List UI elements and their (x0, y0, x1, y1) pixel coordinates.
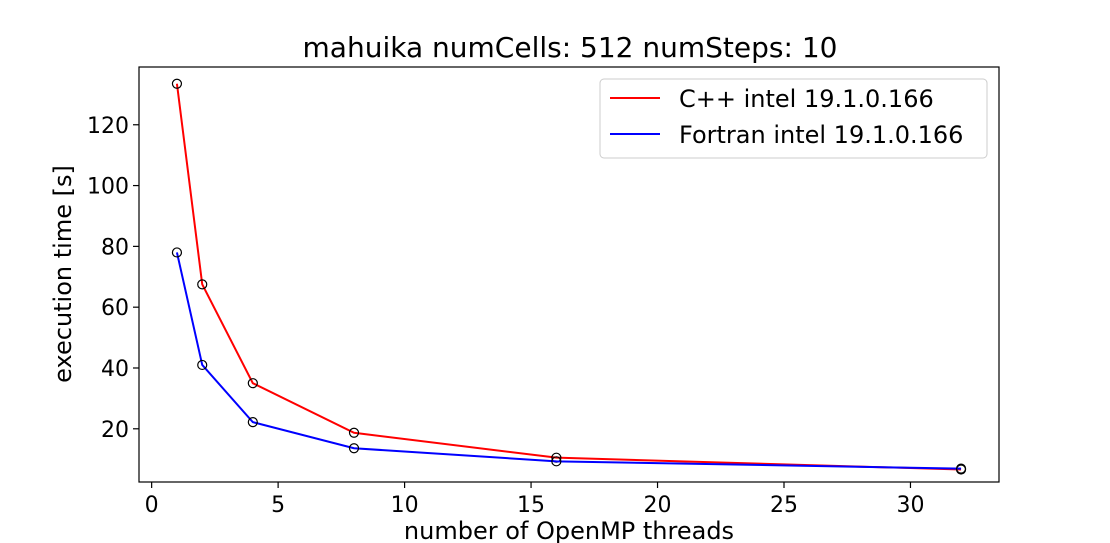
y-tick-label: 40 (101, 357, 129, 382)
series-line (175, 252, 962, 470)
y-tick-label: 60 (101, 296, 129, 321)
data-point (171, 247, 183, 258)
x-tick-label: 25 (770, 493, 798, 518)
data-point (171, 78, 183, 89)
legend: C++ intel 19.1.0.166 Fortran intel 19.1.0… (599, 78, 988, 159)
x-axis-label: number of OpenMP threads (404, 517, 734, 543)
y-tick-label: 80 (101, 235, 129, 260)
x-tick-label: 15 (517, 493, 545, 518)
data-point (247, 417, 258, 428)
data-point (197, 279, 208, 290)
data-point (197, 359, 208, 371)
y-axis-label: execution time [s] (49, 165, 77, 383)
data-point (955, 463, 967, 474)
series-layer (171, 78, 967, 475)
x-tick-label: 5 (271, 493, 285, 518)
plot-area (138, 66, 1000, 483)
y-tick-label: 100 (87, 175, 129, 200)
legend-label: Fortran intel 19.1.0.166 (679, 121, 963, 149)
data-point (247, 378, 258, 389)
series-2 (171, 247, 967, 474)
x-tick-label: 10 (391, 493, 419, 518)
x-tick-label: 30 (896, 493, 924, 518)
x-tick-label: 0 (145, 493, 159, 518)
y-tick-label: 20 (101, 418, 129, 443)
data-point (348, 443, 360, 454)
y-tick-label: 120 (87, 114, 129, 139)
data-point (348, 427, 360, 438)
y-axis-ticks: 20 40 60 80 100 120 (87, 114, 139, 443)
x-tick-label: 20 (644, 493, 672, 518)
chart-title: mahuika numCells: 512 numSteps: 10 (303, 31, 838, 64)
series-line (175, 83, 962, 471)
legend-box (599, 78, 988, 159)
data-point (551, 456, 562, 467)
plot-frame (138, 66, 1000, 483)
legend-label: C++ intel 19.1.0.166 (679, 85, 934, 113)
x-axis-ticks: 0 5 10 15 20 25 30 (145, 482, 924, 518)
